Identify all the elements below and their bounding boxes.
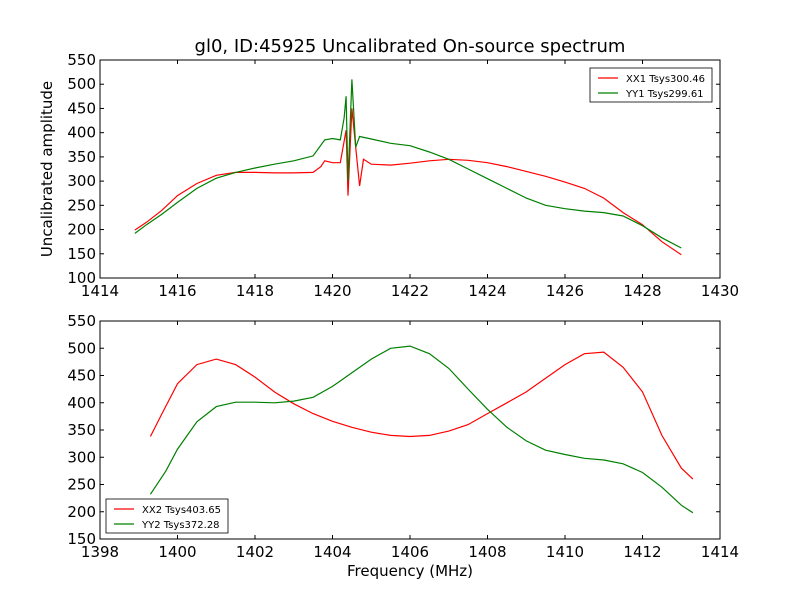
y-tick-label: 200	[67, 221, 96, 239]
y-tick-label: 100	[67, 269, 96, 287]
bottom-panel: 1398 1400 1402 1404 1406 1408 1410 1412 1414 150 2…	[67, 312, 739, 561]
y-tick-label: 500	[67, 75, 96, 93]
x-tick-label: 1426	[546, 282, 584, 300]
series-line-0-1	[134, 79, 682, 249]
x-tick-label: 1428	[623, 282, 661, 300]
legend-entry: YY1 Tsys299.61	[625, 89, 704, 100]
y-tick-label: 550	[67, 51, 96, 69]
x-tick-label: 1430	[701, 282, 739, 300]
x-tick-label: 1420	[313, 282, 351, 300]
y-tick-label: 400	[67, 394, 96, 412]
x-tick-label: 1422	[391, 282, 429, 300]
x-tick-label: 1414	[701, 543, 739, 561]
x-tick-label: 1418	[236, 282, 274, 300]
x-tick-label: 1402	[236, 543, 274, 561]
legend-entry: YY2 Tsys372.28	[141, 520, 220, 531]
x-tick-label: 1416	[158, 282, 196, 300]
y-tick-label: 500	[67, 339, 96, 357]
y-tick-label: 300	[67, 172, 96, 190]
x-tick-label: 1406	[391, 543, 429, 561]
y-tick-label: 550	[67, 312, 96, 330]
y-tick-label: 150	[67, 530, 96, 548]
legend: XX1 Tsys300.46 YY1 Tsys299.61	[589, 67, 713, 103]
y-tick-label: 300	[67, 448, 96, 466]
y-tick-label: 400	[67, 124, 96, 142]
y-tick-label: 350	[67, 421, 96, 439]
legend: XX2 Tsys403.65 YY2 Tsys372.28	[105, 498, 229, 534]
x-tick-label: 1398	[81, 543, 119, 561]
legend-entry: XX2 Tsys403.65	[142, 505, 221, 516]
y-tick-label: 250	[67, 196, 96, 214]
legend-entry: XX1 Tsys300.46	[626, 74, 705, 85]
figure-title: gl0, ID:45925 Uncalibrated On-source spe…	[195, 36, 626, 57]
series-line-1-1	[149, 345, 694, 514]
y-tick-label: 150	[67, 245, 96, 263]
x-tick-label: 1404	[313, 543, 351, 561]
y-tick-label: 450	[67, 99, 96, 117]
y-tick-label: 350	[67, 148, 96, 166]
x-tick-label: 1424	[468, 282, 506, 300]
x-tick-label: 1414	[81, 282, 119, 300]
series-line-1-0	[149, 351, 694, 480]
x-tick-label: 1410	[546, 543, 584, 561]
series-line-0-0	[134, 108, 682, 256]
x-tick-label: 1408	[468, 543, 506, 561]
x-tick-label: 1400	[158, 543, 196, 561]
y-tick-label: 200	[67, 503, 96, 521]
y-tick-label: 250	[67, 476, 96, 494]
x-axis-label: Frequency (MHz)	[347, 562, 473, 580]
y-tick-label: 450	[67, 367, 96, 385]
y-axis-label: Uncalibrated amplitude	[38, 81, 56, 257]
x-tick-label: 1412	[623, 543, 661, 561]
top-panel: 1414 1416 1418 1420 1422 1424 1426 1428 1430 100 1…	[38, 51, 739, 300]
